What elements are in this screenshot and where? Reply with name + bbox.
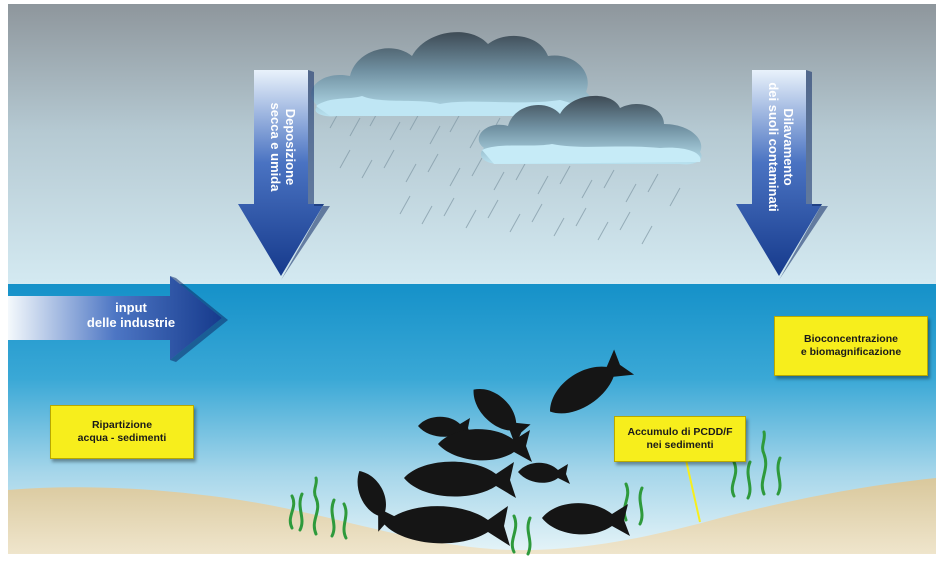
cloud-small — [478, 95, 702, 165]
accumulo-pointer — [685, 459, 701, 523]
deposizione-label: Deposizione secca e umida — [268, 102, 298, 192]
bioconcentrazione-box: Bioconcentrazione e biomagnificazione — [774, 316, 928, 376]
dilavamento-label: Dilavamento dei suoli contaminati — [766, 82, 796, 212]
ripartizione-box: Ripartizione acqua - sedimenti — [50, 405, 194, 459]
input-label: input delle industrie — [86, 300, 176, 330]
accumulo-box: Accumulo di PCDD/F nei sedimenti — [614, 416, 746, 462]
fish-school — [357, 349, 635, 546]
arrow-input — [8, 276, 228, 362]
cloud-large — [311, 32, 593, 117]
arrow-deposizione — [238, 70, 330, 280]
seaweed — [288, 430, 782, 556]
arrow-dilavamento — [736, 70, 828, 280]
seabed — [8, 478, 936, 554]
